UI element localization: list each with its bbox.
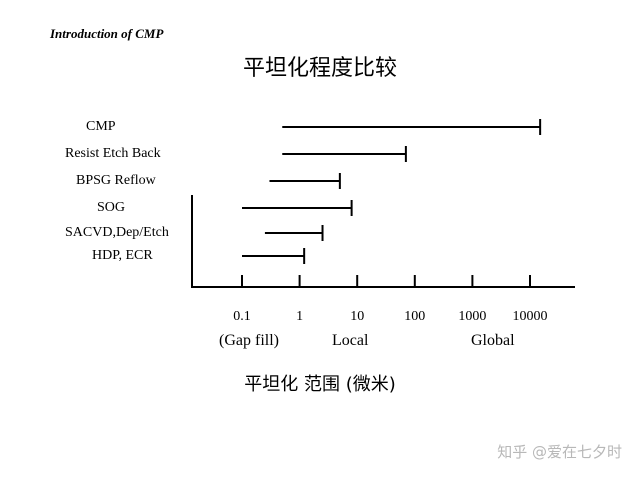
x-axis-label: 平坦化 范围 (微米) [244, 374, 396, 395]
region-label-global: Global [471, 332, 515, 349]
x-tick-label: 10 [350, 309, 365, 324]
category-label: Resist Etch Back [65, 146, 161, 161]
category-label: HDP, ECR [92, 248, 153, 263]
x-tick-label: 100 [404, 309, 426, 324]
region-label-gap-fill: (Gap fill) [219, 332, 279, 349]
slide-header: Introduction of CMP [50, 26, 164, 41]
watermark: 知乎 @爱在七夕时 [497, 443, 622, 461]
chart-title: 平坦化程度比较 [242, 56, 397, 81]
x-tick-label: 0.1 [233, 309, 251, 324]
region-label-local: Local [332, 332, 369, 349]
x-tick-label: 1 [296, 309, 304, 324]
category-label: BPSG Reflow [76, 173, 156, 188]
category-label: CMP [86, 119, 116, 134]
x-tick-label: 1000 [458, 309, 487, 324]
category-label: SOG [97, 200, 126, 215]
category-label: SACVD,Dep/Etch [65, 225, 169, 240]
x-tick-label: 10000 [512, 309, 548, 324]
